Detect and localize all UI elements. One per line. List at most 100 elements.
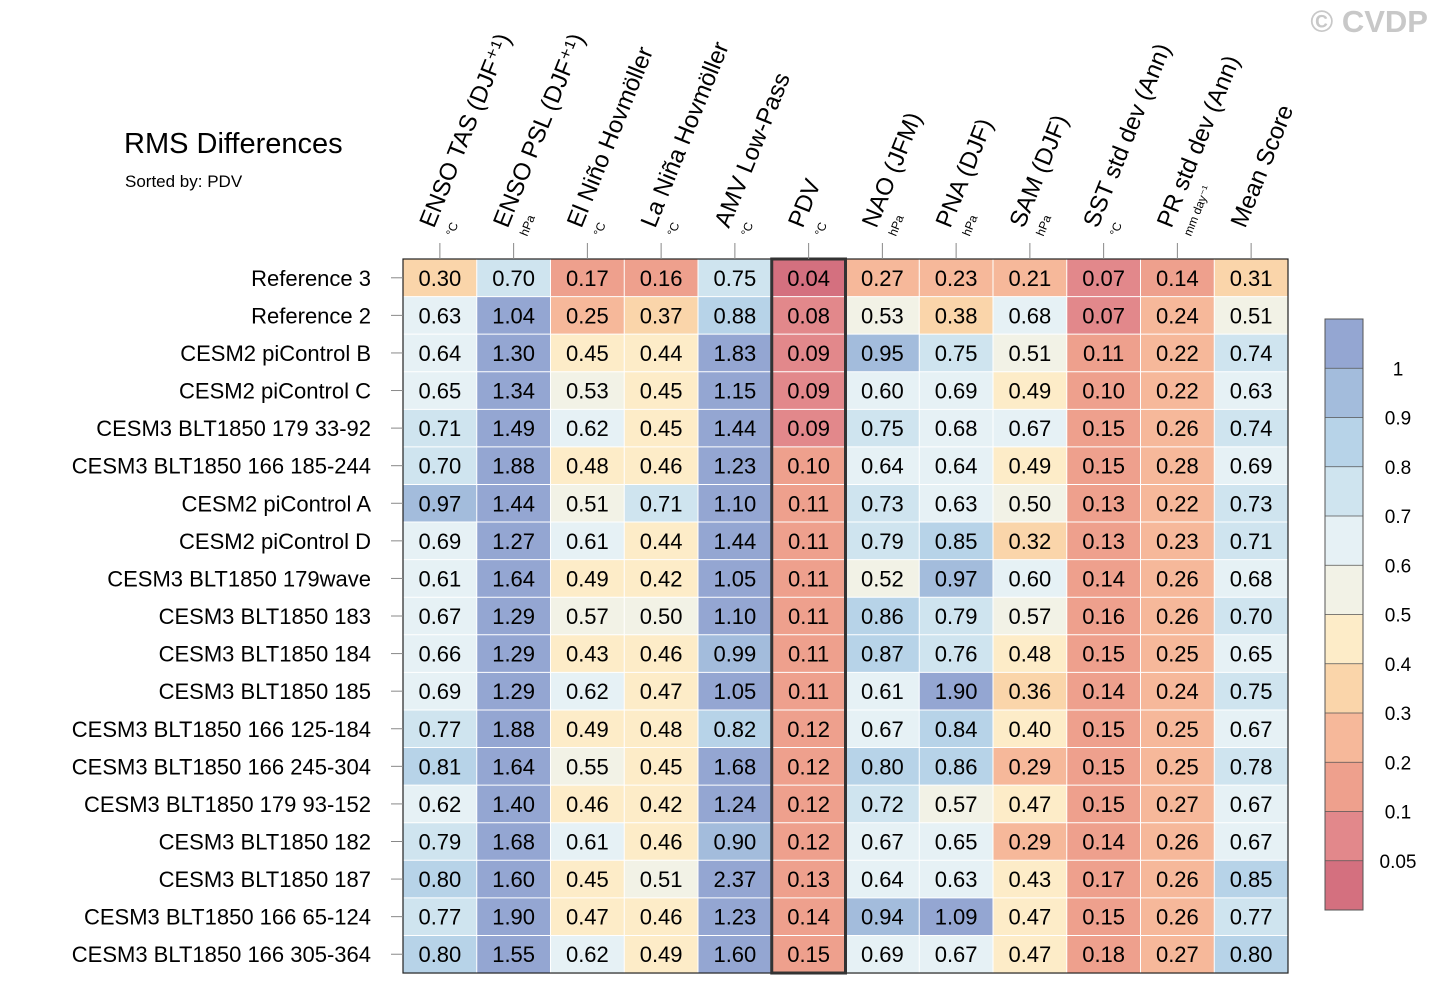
colorbar-swatch xyxy=(1325,466,1363,516)
heatmap-cell xyxy=(1066,634,1141,673)
colorbar-swatch xyxy=(1325,417,1363,467)
cell-value: 0.32 xyxy=(1008,529,1051,554)
colorbar-swatch xyxy=(1325,713,1363,763)
cell-value: 1.60 xyxy=(492,867,535,892)
cell-value: 0.16 xyxy=(1082,604,1125,629)
row-label: CESM3 BLT1850 179wave xyxy=(107,566,371,591)
cell-value: 0.70 xyxy=(418,454,461,479)
heatmap-cell xyxy=(919,522,993,560)
cell-value: 0.64 xyxy=(861,867,904,892)
cell-value: 0.15 xyxy=(1082,642,1125,667)
cell-value: 0.75 xyxy=(935,341,978,366)
row-label: CESM3 BLT1850 187 xyxy=(159,867,371,892)
cell-value: 0.45 xyxy=(566,341,609,366)
heatmap-cell xyxy=(698,860,772,898)
heatmap-cell xyxy=(1140,597,1215,635)
cell-value: 0.09 xyxy=(787,379,830,404)
cell-value: 0.51 xyxy=(1230,303,1273,328)
heatmap-cell xyxy=(771,409,846,447)
heatmap-cell xyxy=(919,860,993,898)
heatmap-cell xyxy=(1140,334,1215,372)
heatmap-cell xyxy=(1140,935,1215,974)
heatmap-cell xyxy=(698,634,772,673)
cell-value: 0.71 xyxy=(1230,529,1273,554)
heatmap-cell xyxy=(845,296,920,335)
cell-value: 0.84 xyxy=(935,717,978,742)
row-label: CESM3 BLT1850 166 185-244 xyxy=(72,454,371,479)
heatmap-cell xyxy=(624,897,698,936)
heatmap-cell xyxy=(624,259,698,297)
cell-value: 0.63 xyxy=(935,867,978,892)
cell-value: 0.57 xyxy=(566,604,609,629)
heatmap-cell xyxy=(771,672,846,710)
heatmap-cell xyxy=(771,785,846,823)
cell-value: 0.81 xyxy=(418,754,461,779)
heatmap-cell xyxy=(771,822,846,861)
heatmap-cell xyxy=(1140,822,1215,861)
cell-value: 0.71 xyxy=(640,491,683,516)
heatmap-cell xyxy=(771,935,846,974)
cell-value: 0.85 xyxy=(1230,867,1273,892)
cell-value: 0.44 xyxy=(640,529,683,554)
heatmap-cell xyxy=(403,371,477,410)
heatmap-cell xyxy=(1214,747,1288,786)
cell-value: 0.12 xyxy=(787,754,830,779)
heatmap-cell xyxy=(550,559,625,598)
cell-value: 0.17 xyxy=(1082,867,1125,892)
cell-value: 1.29 xyxy=(492,642,535,667)
cell-value: 1.10 xyxy=(713,604,756,629)
heatmap-cell xyxy=(1066,522,1141,560)
cell-value: 0.26 xyxy=(1156,416,1199,441)
heatmap-cell xyxy=(845,559,920,598)
cell-value: 1.04 xyxy=(492,303,535,328)
heatmap-cell xyxy=(1214,259,1288,297)
heatmap-cell xyxy=(993,672,1067,710)
heatmap-cell xyxy=(403,672,477,710)
heatmap-cell xyxy=(1140,296,1215,335)
cell-value: 0.61 xyxy=(566,529,609,554)
cell-value: 0.86 xyxy=(861,604,904,629)
cell-value: 0.12 xyxy=(787,717,830,742)
cell-value: 0.29 xyxy=(1008,829,1051,854)
colorbar-swatch xyxy=(1325,614,1363,664)
heatmap-cell xyxy=(476,747,551,786)
heatmap-cell xyxy=(1214,822,1288,861)
cell-value: 0.74 xyxy=(1230,341,1273,366)
cell-value: 0.69 xyxy=(1230,454,1273,479)
heatmap-cell xyxy=(993,634,1067,673)
heatmap-cell xyxy=(624,747,698,786)
heatmap-cell xyxy=(1066,709,1141,748)
heatmap-cell xyxy=(550,446,625,485)
column-unit: °C xyxy=(812,220,830,238)
heatmap-cell xyxy=(1214,522,1288,560)
heatmap-cell xyxy=(993,371,1067,410)
heatmap-cell xyxy=(1066,484,1141,523)
heatmap-cell xyxy=(698,409,772,447)
heatmap-cell xyxy=(550,860,625,898)
colorbar-label: 0.6 xyxy=(1385,556,1411,577)
cell-value: 0.78 xyxy=(1230,754,1273,779)
colorbar-swatch xyxy=(1325,565,1363,615)
heatmap-cell xyxy=(771,597,846,635)
heatmap-cell xyxy=(698,709,772,748)
cell-value: 0.62 xyxy=(566,416,609,441)
column-header: SAM (DJF)hPa xyxy=(1004,111,1073,238)
column-label: PNA (DJF) xyxy=(931,115,999,231)
cell-value: 1.09 xyxy=(935,905,978,930)
column-unit: hPa xyxy=(517,213,538,238)
cell-value: 0.48 xyxy=(640,717,683,742)
cell-value: 0.85 xyxy=(935,529,978,554)
heatmap-cell xyxy=(403,747,477,786)
cell-value: 0.79 xyxy=(861,529,904,554)
column-label: NAO (JFM) xyxy=(857,109,927,232)
colorbar-border xyxy=(1324,318,1364,911)
heatmap-cell xyxy=(624,446,698,485)
cell-value: 0.25 xyxy=(1156,717,1199,742)
heatmap-cell xyxy=(919,634,993,673)
heatmap-cell xyxy=(771,634,846,673)
cell-values: 0.30 0.70 0.17 0.16 0.75 0.04 0.27 0.23 0.21 0.07… xyxy=(418,266,1272,967)
heatmap-cell xyxy=(698,446,772,485)
cell-value: 0.67 xyxy=(861,717,904,742)
heatmap-cell xyxy=(771,897,846,936)
